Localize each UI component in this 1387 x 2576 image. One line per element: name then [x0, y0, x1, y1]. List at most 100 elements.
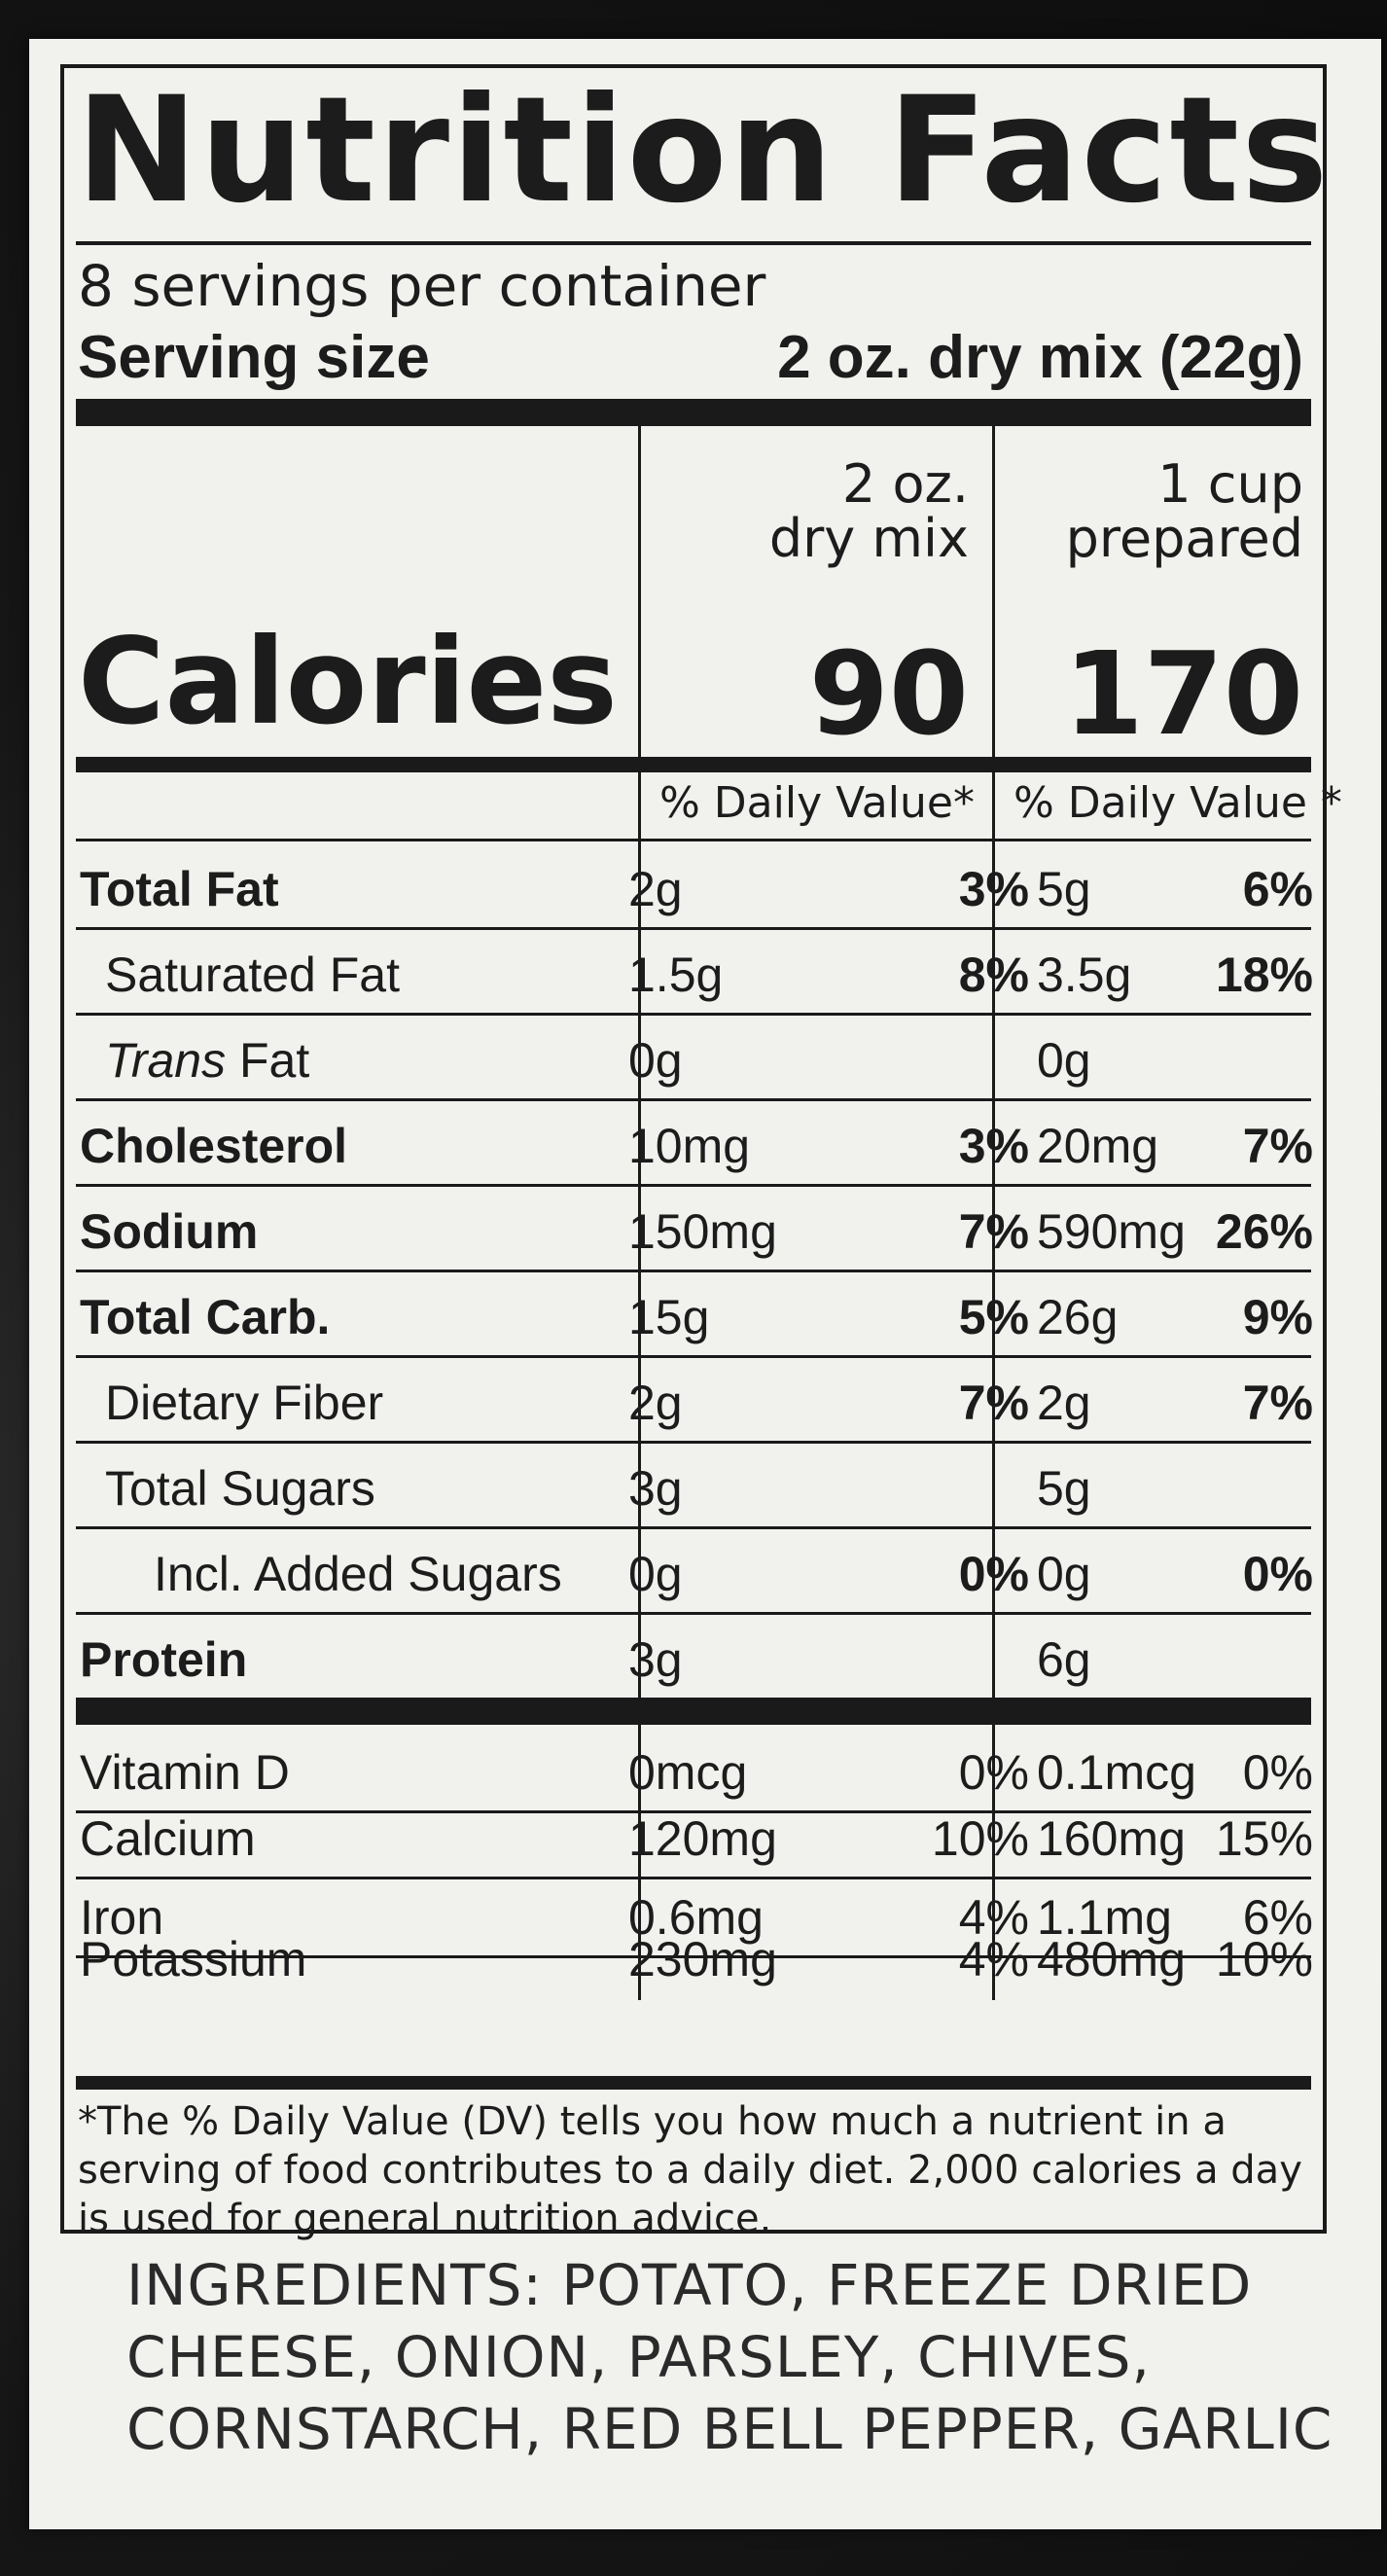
- amount-prepared: 480mg: [1037, 1932, 1186, 1986]
- servings-per-container: 8 servings per container: [78, 253, 766, 319]
- calories-prepared: 170: [1063, 626, 1303, 761]
- nutrient-name: Total Sugars: [105, 1461, 375, 1516]
- vitamin-name: Iron: [80, 1890, 164, 1945]
- dv-dry: 4%: [958, 1890, 1029, 1945]
- amount-prepared: 0g: [1037, 1033, 1091, 1088]
- calories-dry-mix: 90: [808, 626, 969, 761]
- amount-prepared: 26g: [1037, 1290, 1119, 1344]
- serving-size-label: Serving size: [78, 324, 430, 391]
- vitamin-name: Potassium: [80, 1932, 307, 1986]
- column-2-heading-line1: 1 cup: [1157, 453, 1303, 515]
- amount-prepared: 0g: [1037, 1547, 1091, 1601]
- vitamin-row-iron: Iron 0.6mg 4% 1.1mg 6%: [76, 1879, 1313, 1958]
- divider: [76, 839, 1311, 841]
- nutrition-facts-box: Nutrition Facts 8 servings per container…: [60, 64, 1342, 2241]
- dv-dry: 8%: [958, 948, 1029, 1002]
- thick-divider: [76, 757, 1311, 772]
- daily-value-header-1: % Daily Value*: [659, 778, 975, 828]
- nutrient-name: Dietary Fiber: [105, 1376, 384, 1430]
- dv-prepared: 0%: [1242, 1547, 1313, 1601]
- amount-dry: 0g: [628, 1547, 683, 1601]
- nutrition-label-panel: Nutrition Facts 8 servings per container…: [29, 39, 1381, 2529]
- amount-prepared: 3.5g: [1037, 948, 1132, 1002]
- amount-prepared: 20mg: [1037, 1119, 1159, 1173]
- nutrient-row-protein: Protein 3g 6g: [76, 1612, 1311, 1698]
- dv-dry: 4%: [958, 1932, 1029, 1986]
- dv-prepared: 6%: [1242, 862, 1313, 916]
- amount-prepared: 0.1mcg: [1037, 1745, 1196, 1800]
- column-2-heading: 1 cup prepared: [1002, 457, 1303, 566]
- amount-dry: 150mg: [628, 1204, 777, 1259]
- fat-word: Fat: [226, 1033, 310, 1088]
- amount-dry: 0.6mg: [628, 1890, 764, 1945]
- vitamin-row-calcium: Calcium 120mg 10% 160mg 15%: [76, 1801, 1313, 1879]
- dv-dry: 10%: [931, 1811, 1029, 1866]
- dv-dry: 3%: [958, 862, 1029, 916]
- nutrient-name: Total Carb.: [80, 1290, 331, 1344]
- nutrient-name: Saturated Fat: [105, 948, 400, 1002]
- thick-divider: [76, 399, 1311, 426]
- dv-prepared: 15%: [1215, 1811, 1313, 1866]
- thick-divider: [76, 2076, 1311, 2090]
- amount-dry: 2g: [628, 862, 683, 916]
- dv-prepared: 9%: [1242, 1290, 1313, 1344]
- amount-dry: 0mcg: [628, 1745, 748, 1800]
- column-1-heading-line2: dry mix: [768, 508, 969, 569]
- daily-value-footnote: *The % Daily Value (DV) tells you how mu…: [78, 2099, 1302, 2241]
- thick-divider: [76, 1698, 1311, 1725]
- trans-italic: Trans: [105, 1033, 227, 1088]
- amount-dry: 0g: [628, 1033, 683, 1088]
- serving-size-value: 2 oz. dry mix (22g): [777, 324, 1303, 391]
- nutrient-row-cholesterol: Cholesterol 10mg 3% 20mg 7%: [76, 1098, 1313, 1187]
- amount-dry: 10mg: [628, 1119, 751, 1173]
- vitamin-row-potassium: Potassium 230mg 4% 480mg 10%: [76, 1932, 1313, 1997]
- amount-dry: 230mg: [628, 1932, 777, 1986]
- dv-dry: 5%: [958, 1290, 1029, 1344]
- amount-prepared: 6g: [1037, 1632, 1091, 1687]
- amount-dry: 15g: [628, 1290, 710, 1344]
- nutrient-row-dietary-fiber: Dietary Fiber 2g 7% 2g 7%: [76, 1355, 1313, 1444]
- nutrient-row-total-fat: Total Fat 2g 3% 5g 6%: [76, 841, 1313, 930]
- dv-prepared: 6%: [1242, 1890, 1313, 1945]
- dv-dry: 0%: [958, 1745, 1029, 1800]
- dv-dry: 7%: [958, 1376, 1029, 1430]
- dv-prepared: 7%: [1242, 1119, 1313, 1173]
- nutrition-facts-title: Nutrition Facts: [76, 66, 1331, 235]
- amount-dry: 3g: [628, 1632, 683, 1687]
- nutrient-name: Trans Fat: [105, 1032, 309, 1089]
- amount-dry: 120mg: [628, 1811, 777, 1866]
- nutrient-row-total-sugars: Total Sugars 3g 5g: [76, 1441, 1311, 1529]
- amount-prepared: 5g: [1037, 1461, 1091, 1516]
- amount-prepared: 590mg: [1037, 1204, 1186, 1259]
- dv-prepared: 0%: [1242, 1745, 1313, 1800]
- column-1-heading: 2 oz. dry mix: [648, 457, 969, 566]
- vitamin-name: Calcium: [80, 1811, 256, 1866]
- amount-prepared: 5g: [1037, 862, 1091, 916]
- nutrient-name: Total Fat: [80, 862, 279, 916]
- column-divider-1: [638, 426, 641, 2000]
- amount-prepared: 2g: [1037, 1376, 1091, 1430]
- nutrient-row-total-carb: Total Carb. 15g 5% 26g 9%: [76, 1270, 1313, 1358]
- vitamin-name: Vitamin D: [80, 1745, 290, 1800]
- column-1-heading-line1: 2 oz.: [841, 453, 969, 515]
- vitamin-row-vitamin-d: Vitamin D 0mcg 0% 0.1mcg 0%: [76, 1725, 1313, 1813]
- amount-prepared: 160mg: [1037, 1811, 1186, 1866]
- dv-dry: 3%: [958, 1119, 1029, 1173]
- nutrient-name: Protein: [80, 1632, 248, 1687]
- amount-dry: 1.5g: [628, 948, 724, 1002]
- ingredients-text: INGREDIENTS: POTATO, FREEZE DRIED CHEESE…: [126, 2252, 1334, 2462]
- dv-prepared: 26%: [1215, 1204, 1313, 1259]
- dv-prepared: 10%: [1215, 1932, 1313, 1986]
- nutrient-name: Incl. Added Sugars: [154, 1547, 562, 1601]
- amount-prepared: 1.1mg: [1037, 1890, 1172, 1945]
- nutrient-name: Sodium: [80, 1204, 259, 1259]
- amount-dry: 3g: [628, 1461, 683, 1516]
- dv-dry: 0%: [958, 1547, 1029, 1601]
- daily-value-header-2: % Daily Value *: [1014, 778, 1342, 828]
- nutrient-row-added-sugars: Incl. Added Sugars 0g 0% 0g 0%: [76, 1526, 1313, 1615]
- dv-prepared: 7%: [1242, 1376, 1313, 1430]
- divider: [76, 241, 1311, 245]
- nutrient-row-saturated-fat: Saturated Fat 1.5g 8% 3.5g 18%: [76, 927, 1313, 1016]
- column-2-heading-line2: prepared: [1065, 508, 1303, 569]
